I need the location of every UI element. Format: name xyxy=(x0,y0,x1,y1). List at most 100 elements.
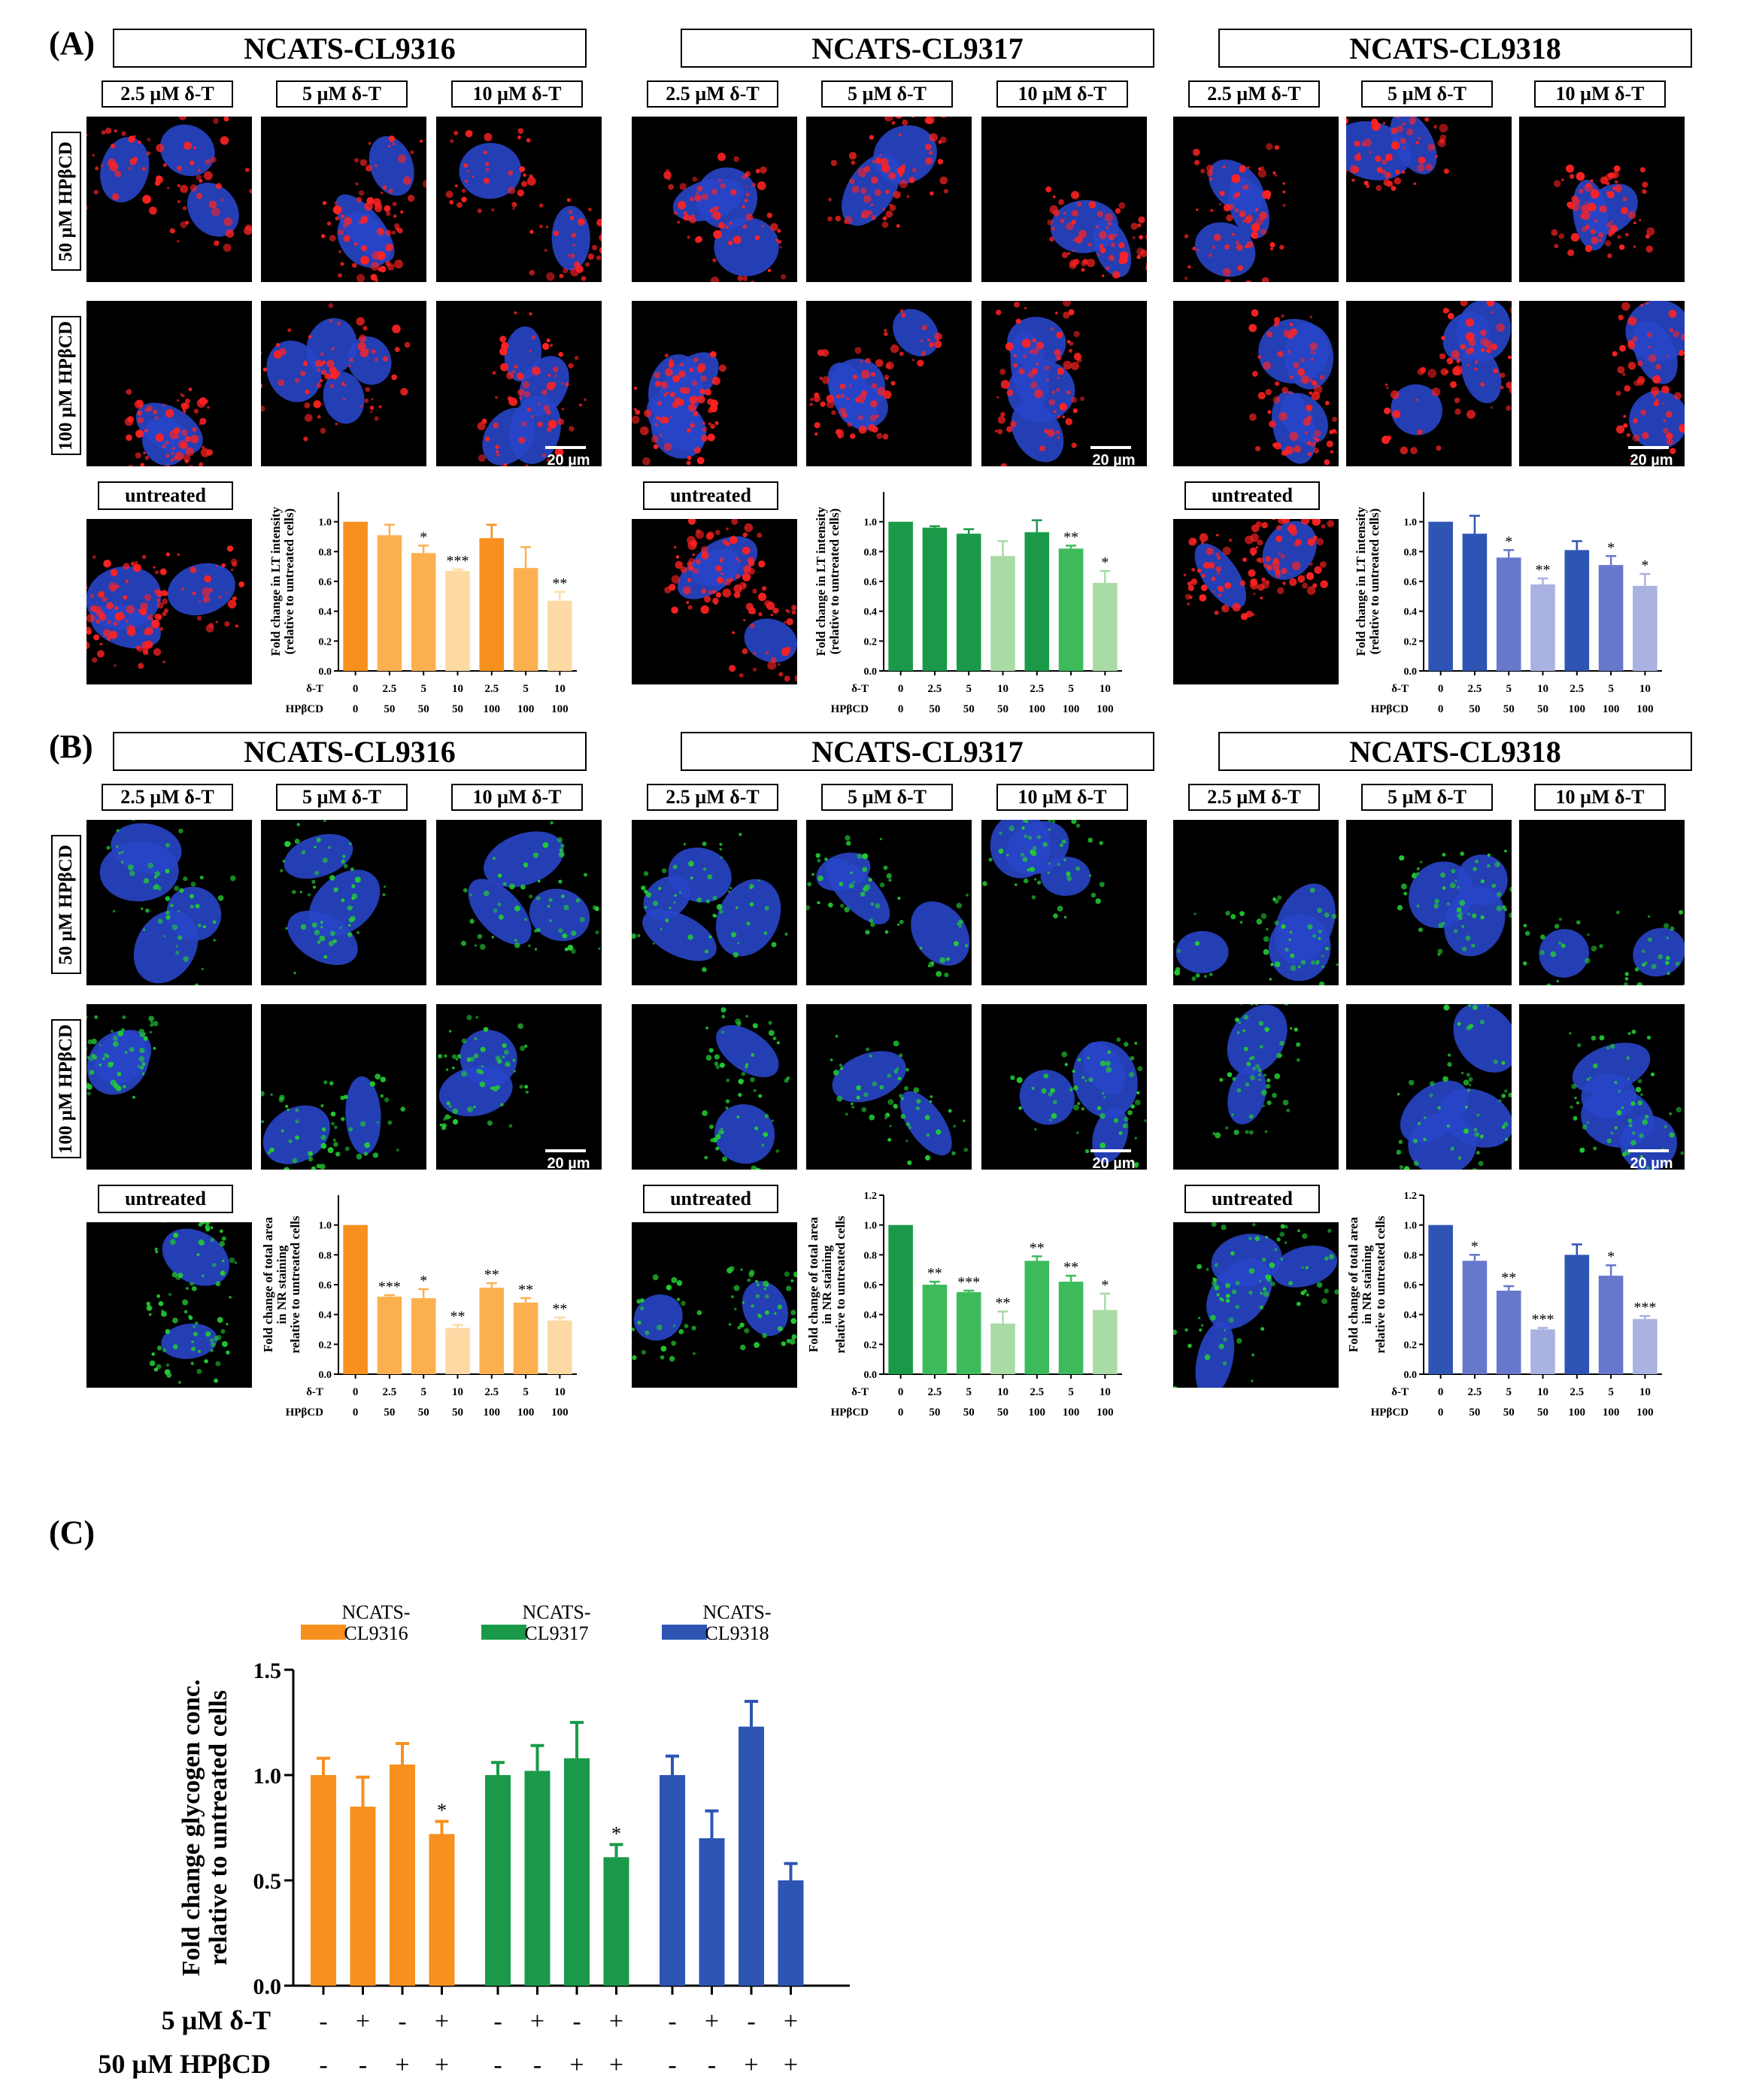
x-tick-label-hpbcd: 50 xyxy=(418,1407,429,1419)
chart-svg: Fold change in LT intensity(relative to … xyxy=(268,492,577,715)
x-tick-label-hpbcd: 50 xyxy=(384,703,395,715)
micrograph-image xyxy=(1173,117,1339,282)
y-tick-label: 0.2 xyxy=(864,636,878,648)
x-tick-label-hpbcd: 100 xyxy=(1569,703,1586,715)
y-tick-label: 0.4 xyxy=(1404,607,1418,618)
bar xyxy=(1598,565,1624,671)
x-tick-label-dt: 5 xyxy=(1506,1386,1512,1398)
bar xyxy=(1462,533,1488,671)
x-tick-label-dt: 2.5 xyxy=(928,1386,942,1398)
bar-chart-a1: Fold change in LT intensity(relative to … xyxy=(250,481,584,731)
micrograph-image xyxy=(1519,301,1685,466)
x-tick-label-hpbcd: 100 xyxy=(1636,703,1654,715)
x-tick-label-dt: 0 xyxy=(1438,683,1444,695)
bar xyxy=(1428,521,1453,671)
x-tick-label-dt: 10 xyxy=(1099,1386,1111,1398)
x-tick-label-hpbcd: + xyxy=(395,2051,409,2079)
group-title: NCATS-CL9316 xyxy=(113,732,587,771)
y-tick-label: 1.0 xyxy=(1404,1221,1418,1232)
x-tick-label-dt: 0 xyxy=(353,683,359,695)
significance-label: ** xyxy=(927,1265,942,1282)
bar xyxy=(1564,550,1590,671)
x-tick-label-dt: + xyxy=(784,2007,798,2035)
x-tick-label-dt: 10 xyxy=(997,1386,1008,1398)
micrograph-image xyxy=(1346,117,1512,282)
significance-label: * xyxy=(611,1822,621,1844)
micrograph-image xyxy=(86,820,252,985)
bar xyxy=(603,1857,629,1986)
bar xyxy=(343,521,368,671)
y-tick-label: 0.6 xyxy=(319,1280,332,1291)
row-label-text: 100 µM HPβCD xyxy=(56,320,76,451)
x-tick-label-hpbcd: 50 xyxy=(929,1407,940,1419)
bar-chart-c: Fold change glycogen conc.relative to un… xyxy=(60,1587,887,2100)
significance-label: ** xyxy=(450,1309,466,1325)
x-tick-label-dt: 10 xyxy=(1639,683,1651,695)
micrograph-image xyxy=(86,519,252,684)
y-tick-label: 0.0 xyxy=(864,1370,878,1381)
significance-label: ** xyxy=(484,1267,499,1283)
micrograph-image xyxy=(1519,117,1685,282)
concentration-label: 10 µM δ-T xyxy=(996,784,1128,811)
y-tick-label: 0.2 xyxy=(319,1340,332,1351)
chart-svg: Fold change in LT intensity(relative to … xyxy=(1354,492,1662,715)
row-label-hpbcd: HPβCD xyxy=(286,703,324,715)
x-tick-label-hpbcd: - xyxy=(493,2051,502,2079)
y-axis-label: Fold change of total areain NR stainingr… xyxy=(1346,1215,1388,1353)
bar xyxy=(990,556,1015,671)
x-tick-label-dt: 2.5 xyxy=(383,1386,397,1398)
micrograph-image xyxy=(86,117,252,282)
y-tick-label: 0.6 xyxy=(319,577,332,588)
micrograph-image xyxy=(806,820,972,985)
group-title: NCATS-CL9318 xyxy=(1218,732,1692,771)
micrograph-image xyxy=(981,1004,1147,1170)
bar xyxy=(485,1775,511,1986)
micrograph-image xyxy=(632,1004,797,1170)
x-tick-label-hpbcd: - xyxy=(708,2051,716,2079)
concentration-label: 10 µM δ-T xyxy=(451,80,583,108)
x-tick-label-dt: 2.5 xyxy=(928,683,942,695)
hpbcd-row-label: 100 µM HPβCD xyxy=(51,316,81,455)
y-tick-label: 0.8 xyxy=(1404,547,1418,558)
micrograph-image xyxy=(261,820,426,985)
x-tick-label-dt: - xyxy=(572,2007,581,2035)
concentration-label: 2.5 µM δ-T xyxy=(647,784,778,811)
scale-bar-label: 20 µm xyxy=(1092,1155,1136,1172)
group-title: NCATS-CL9318 xyxy=(1218,29,1692,68)
row-label-hpbcd: HPβCD xyxy=(1371,703,1409,715)
y-tick-label: 0.0 xyxy=(864,666,878,678)
bar xyxy=(547,1320,572,1374)
bar xyxy=(1598,1276,1624,1374)
y-axis-label: Fold change in LT intensity(relative to … xyxy=(268,506,296,656)
significance-label: *** xyxy=(957,1274,980,1291)
bar xyxy=(660,1775,685,1986)
y-axis-label: Fold change in LT intensity(relative to … xyxy=(814,506,842,656)
concentration-label: 5 µM δ-T xyxy=(276,80,408,108)
bar xyxy=(1564,1255,1590,1374)
micrograph-image xyxy=(632,820,797,985)
x-tick-label-hpbcd: 100 xyxy=(1063,703,1080,715)
bar-chart-b1: Fold change of total areain NR stainingr… xyxy=(250,1185,584,1434)
x-tick-label-hpbcd: 50 xyxy=(1503,1407,1515,1419)
x-tick-label-dt: 5 xyxy=(1068,683,1074,695)
significance-label: * xyxy=(420,1273,427,1289)
untreated-label: untreated xyxy=(643,1185,778,1213)
micrograph-image xyxy=(1519,1004,1685,1170)
x-tick-label-dt: + xyxy=(705,2007,719,2035)
legend-label: NCATS-CL9317 xyxy=(522,1601,590,1644)
significance-label: * xyxy=(1641,557,1648,574)
y-tick-label: 0.2 xyxy=(1404,636,1418,648)
scale-bar-label: 20 µm xyxy=(1630,452,1673,469)
scale-bar-label: 20 µm xyxy=(1630,1155,1673,1172)
bar xyxy=(1530,584,1555,671)
y-tick-label: 0.6 xyxy=(864,577,878,588)
y-tick-label: 0.0 xyxy=(319,666,332,678)
x-tick-label-dt: - xyxy=(493,2007,502,2035)
x-tick-label-dt: 5 xyxy=(966,1386,972,1398)
legend-swatch xyxy=(301,1625,346,1640)
x-tick-label-dt: 5 xyxy=(420,1386,426,1398)
x-tick-label-hpbcd: 100 xyxy=(1029,703,1046,715)
micrograph-image xyxy=(632,519,797,684)
row-label-hpbcd: HPβCD xyxy=(831,1407,869,1419)
scale-bar xyxy=(1628,1149,1669,1152)
